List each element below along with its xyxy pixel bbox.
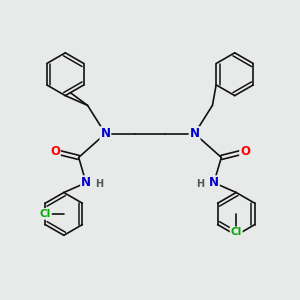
- Text: N: N: [209, 176, 219, 189]
- Text: N: N: [100, 127, 110, 140]
- Text: O: O: [240, 145, 250, 158]
- Text: H: H: [95, 179, 104, 189]
- Text: H: H: [196, 179, 205, 189]
- Text: N: N: [190, 127, 200, 140]
- Text: N: N: [81, 176, 91, 189]
- Text: Cl: Cl: [231, 227, 242, 237]
- Text: Cl: Cl: [40, 209, 51, 219]
- Text: O: O: [50, 145, 60, 158]
